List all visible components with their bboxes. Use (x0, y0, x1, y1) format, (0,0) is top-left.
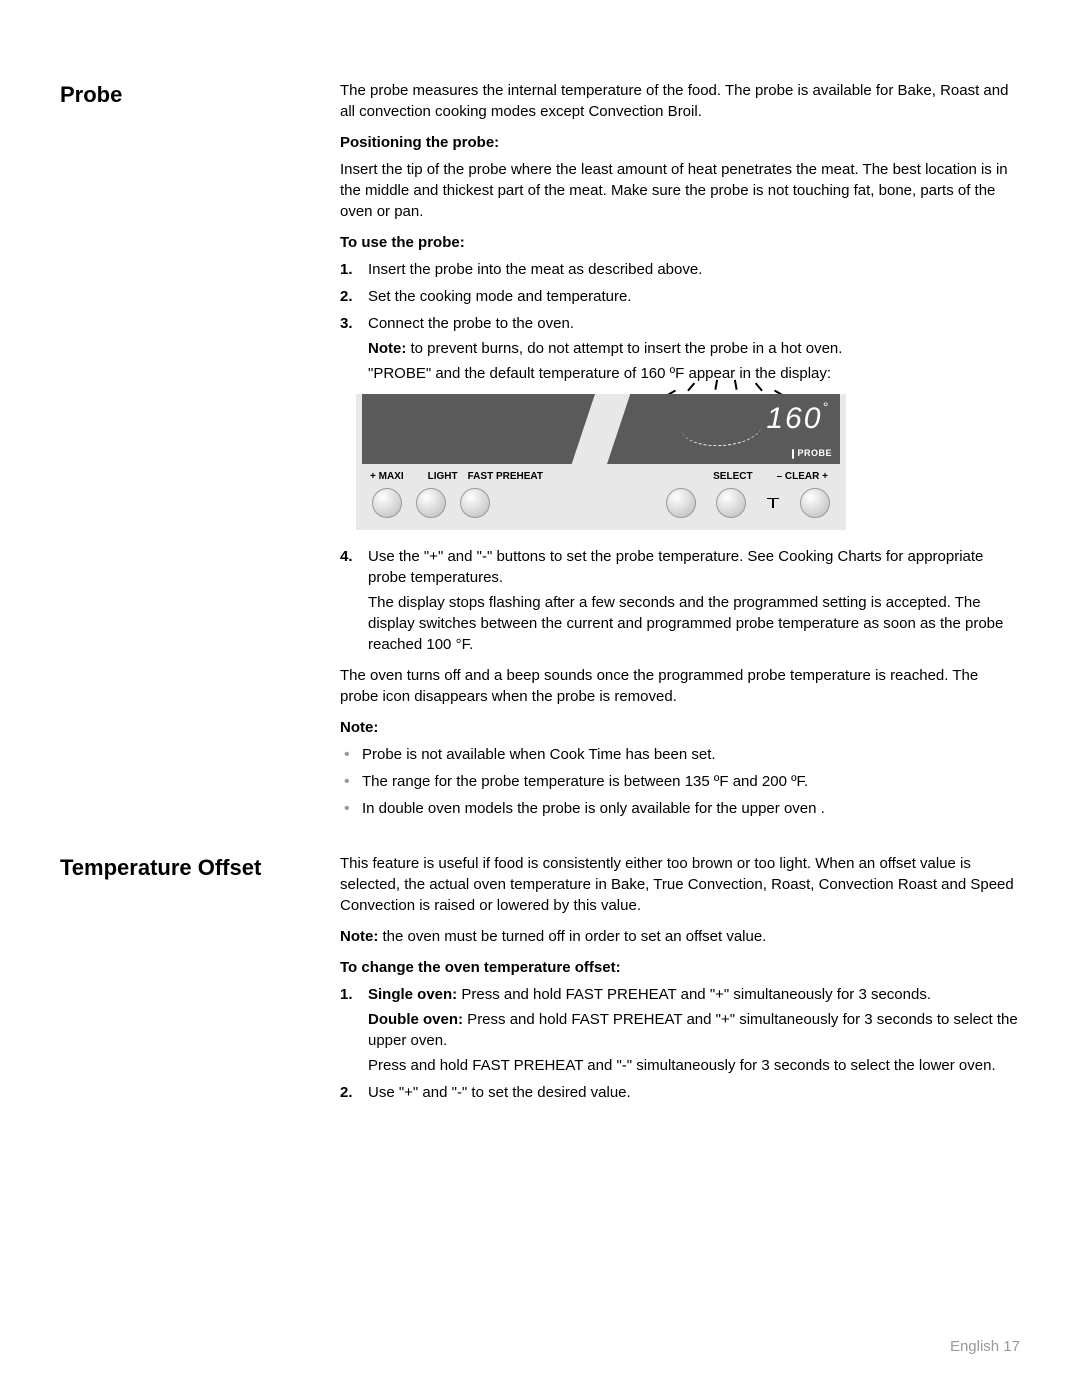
panel-screens: 160° PROBE (356, 394, 846, 464)
panel-knobs (356, 484, 846, 518)
positioning-body: Insert the tip of the probe where the le… (340, 159, 1020, 222)
step-3: Connect the probe to the oven. Note: to … (362, 313, 1020, 384)
right-screen: 160° PROBE (607, 394, 840, 464)
fast-preheat-label: FAST PREHEAT (468, 470, 543, 484)
probe-intro: The probe measures the internal temperat… (340, 80, 1020, 122)
step-3-note: Note: to prevent burns, do not attempt t… (368, 338, 1020, 359)
right-column: This feature is useful if food is consis… (340, 853, 1020, 1113)
probe-after: The oven turns off and a beep sounds onc… (340, 665, 1020, 707)
probe-section: Probe The probe measures the internal te… (60, 80, 1020, 829)
display-panel: 160° PROBE + MAXI LIGHT FAST PREHEAT SEL… (356, 394, 846, 530)
positioning-head: Positioning the probe: (340, 132, 1020, 153)
right-column: The probe measures the internal temperat… (340, 80, 1020, 829)
offset-steps: Single oven: Press and hold FAST PREHEAT… (340, 984, 1020, 1103)
offset-step-2: Use "+" and "-" to set the desired value… (362, 1082, 1020, 1103)
note-2: The range for the probe temperature is b… (344, 771, 1020, 792)
minus-knob[interactable] (716, 488, 746, 518)
light-label: LIGHT (428, 470, 458, 484)
plus-knob[interactable] (800, 488, 830, 518)
step-4-extra: The display stops flashing after a few s… (368, 592, 1020, 655)
left-screen (362, 394, 595, 464)
step-1: Insert the probe into the meat as descri… (362, 259, 1020, 280)
offset-step-1-extra: Press and hold FAST PREHEAT and "-" simu… (368, 1055, 1020, 1076)
select-knob[interactable] (666, 488, 696, 518)
offset-step-1: Single oven: Press and hold FAST PREHEAT… (362, 984, 1020, 1076)
clear-label: – CLEAR + (777, 470, 828, 484)
probe-heading: Probe (60, 80, 340, 111)
clear-indicator-icon (766, 498, 780, 509)
offset-section: Temperature Offset This feature is usefu… (60, 853, 1020, 1113)
note-head: Note: (340, 717, 1020, 738)
page-footer: English 17 (950, 1336, 1020, 1357)
panel-labels: + MAXI LIGHT FAST PREHEAT SELECT – CLEAR… (356, 464, 846, 484)
dash-arc-icon (681, 415, 763, 449)
left-column: Probe (60, 80, 340, 829)
left-column: Temperature Offset (60, 853, 340, 1113)
select-label: SELECT (713, 470, 752, 484)
probe-indicator: PROBE (792, 447, 832, 460)
probe-steps-a: Insert the probe into the meat as descri… (340, 259, 1020, 384)
note-3: In double oven models the probe is only … (344, 798, 1020, 819)
step-4: Use the "+" and "-" buttons to set the p… (362, 546, 1020, 655)
maxi-label: + MAXI (370, 470, 404, 484)
maxi-knob[interactable] (372, 488, 402, 518)
note-1: Probe is not available when Cook Time ha… (344, 744, 1020, 765)
fast-preheat-knob[interactable] (460, 488, 490, 518)
offset-heading: Temperature Offset (60, 853, 340, 884)
probe-steps-b: Use the "+" and "-" buttons to set the p… (340, 546, 1020, 655)
step-3-extra: "PROBE" and the default temperature of 1… (368, 363, 1020, 384)
offset-intro: This feature is useful if food is consis… (340, 853, 1020, 916)
step-2: Set the cooking mode and temperature. (362, 286, 1020, 307)
temp-readout: 160° (766, 398, 830, 440)
offset-note: Note: the oven must be turned off in ord… (340, 926, 1020, 947)
use-head: To use the probe: (340, 232, 1020, 253)
probe-notes: Probe is not available when Cook Time ha… (340, 744, 1020, 819)
change-head: To change the oven temperature offset: (340, 957, 1020, 978)
light-knob[interactable] (416, 488, 446, 518)
